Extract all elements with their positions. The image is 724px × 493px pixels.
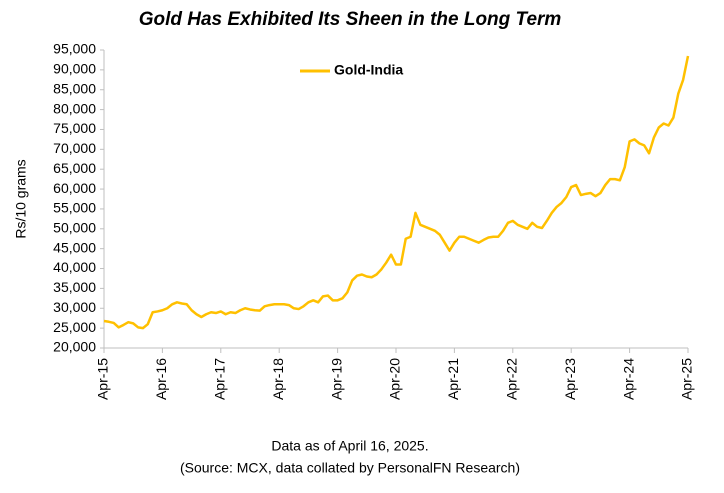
x-tick-label: Apr-19 (328, 358, 344, 400)
y-tick-label: 45,000 (53, 239, 96, 255)
source-note: (Source: MCX, data collated by PersonalF… (180, 460, 520, 476)
y-tick-label: 55,000 (53, 200, 96, 216)
y-tick-label: 25,000 (53, 319, 96, 335)
x-tick-label: Apr-25 (679, 358, 695, 400)
x-tick-label: Apr-21 (445, 358, 461, 400)
y-tick-label: 20,000 (53, 339, 96, 355)
y-tick-label: 30,000 (53, 299, 96, 315)
y-tick-label: 85,000 (53, 80, 96, 96)
x-tick-label: Apr-17 (212, 358, 228, 400)
y-tick-label: 50,000 (53, 220, 96, 236)
x-tick-label: Apr-24 (620, 358, 636, 400)
x-tick-label: Apr-20 (387, 358, 403, 400)
x-tick-label: Apr-15 (95, 358, 111, 400)
x-tick-label: Apr-22 (504, 358, 520, 400)
y-tick-label: 40,000 (53, 259, 96, 275)
y-tick-label: 80,000 (53, 100, 96, 116)
y-axis-label: Rs/10 grams (13, 159, 29, 238)
y-tick-label: 75,000 (53, 120, 96, 136)
y-tick-label: 95,000 (53, 41, 96, 57)
chart-title: Gold Has Exhibited Its Sheen in the Long… (139, 9, 562, 30)
y-tick-label: 60,000 (53, 180, 96, 196)
footnote: Data as of April 16, 2025. (271, 438, 428, 454)
x-tick-label: Apr-16 (153, 358, 169, 400)
y-tick-label: 35,000 (53, 279, 96, 295)
line-series (103, 55, 690, 330)
x-tick-label: Apr-18 (270, 358, 286, 400)
y-tick-label: 70,000 (53, 140, 96, 156)
y-tick-label: 65,000 (53, 160, 96, 176)
y-tick-label: 90,000 (53, 61, 96, 77)
legend-label: Gold-India (334, 62, 403, 78)
x-tick-label: Apr-23 (562, 358, 578, 400)
